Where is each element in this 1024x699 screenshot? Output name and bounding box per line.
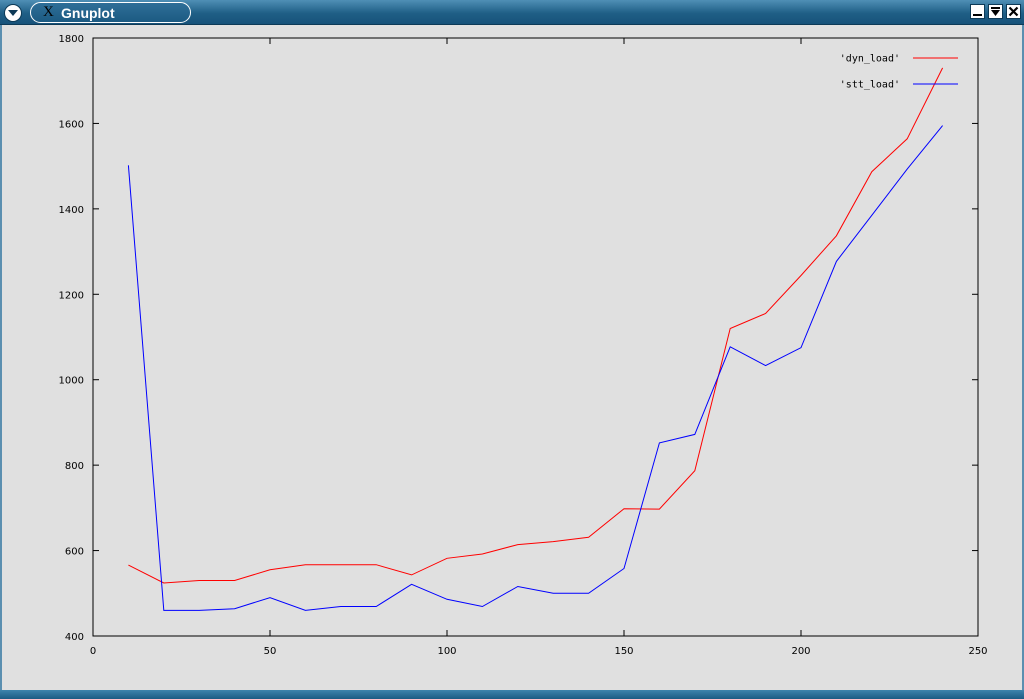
y-tick-label: 1800: [59, 34, 84, 45]
x-tick-label: 0: [90, 646, 96, 657]
legend-label-0: 'dyn_load': [840, 54, 900, 65]
series-line-1: [127, 125, 943, 611]
y-tick-label: 1200: [59, 290, 84, 301]
x-logo-icon: X: [43, 4, 54, 20]
maximize-button[interactable]: [988, 4, 1003, 19]
window-menu-button[interactable]: [4, 4, 22, 22]
close-icon: [1008, 6, 1019, 17]
y-tick-label: 1000: [59, 376, 84, 387]
close-button[interactable]: [1006, 4, 1021, 19]
window-title: Gnuplot: [61, 4, 115, 21]
x-tick-label: 200: [791, 646, 810, 657]
window-titlebar[interactable]: X Gnuplot: [0, 0, 1024, 25]
y-tick-label: 600: [65, 547, 84, 558]
window-right-border: [1022, 25, 1024, 690]
minimize-icon: [973, 14, 982, 16]
series-lines: [127, 67, 944, 611]
y-tick-label: 1400: [59, 205, 84, 216]
axis-ticks: 0 50 100 150 200 250 400 600 800 1000 1200 1400 1600…: [59, 34, 988, 657]
window-menu-icon: [8, 10, 18, 16]
y-tick-label: 400: [65, 632, 84, 643]
window-title-tab[interactable]: X Gnuplot: [30, 2, 191, 23]
legend: 'dyn_load' 'stt_load': [840, 54, 958, 91]
y-tick-label: 1600: [59, 119, 84, 130]
x-tick-label: 150: [614, 646, 633, 657]
series-line-0: [128, 67, 944, 584]
minimize-button[interactable]: [970, 4, 985, 19]
gnuplot-chart: 0 50 100 150 200 250 400 600 800 1000 1200 1400 1600…: [59, 34, 988, 657]
x-tick-label: 50: [264, 646, 277, 657]
window-left-border: [0, 25, 2, 690]
x-tick-label: 100: [437, 646, 456, 657]
y-tick-label: 800: [65, 461, 84, 472]
window-bottom-border: [0, 690, 1024, 699]
maximize-icon: [991, 7, 1000, 16]
legend-label-1: 'stt_load': [840, 80, 900, 91]
plot-frame: [92, 37, 979, 637]
x-tick-label: 250: [968, 646, 987, 657]
